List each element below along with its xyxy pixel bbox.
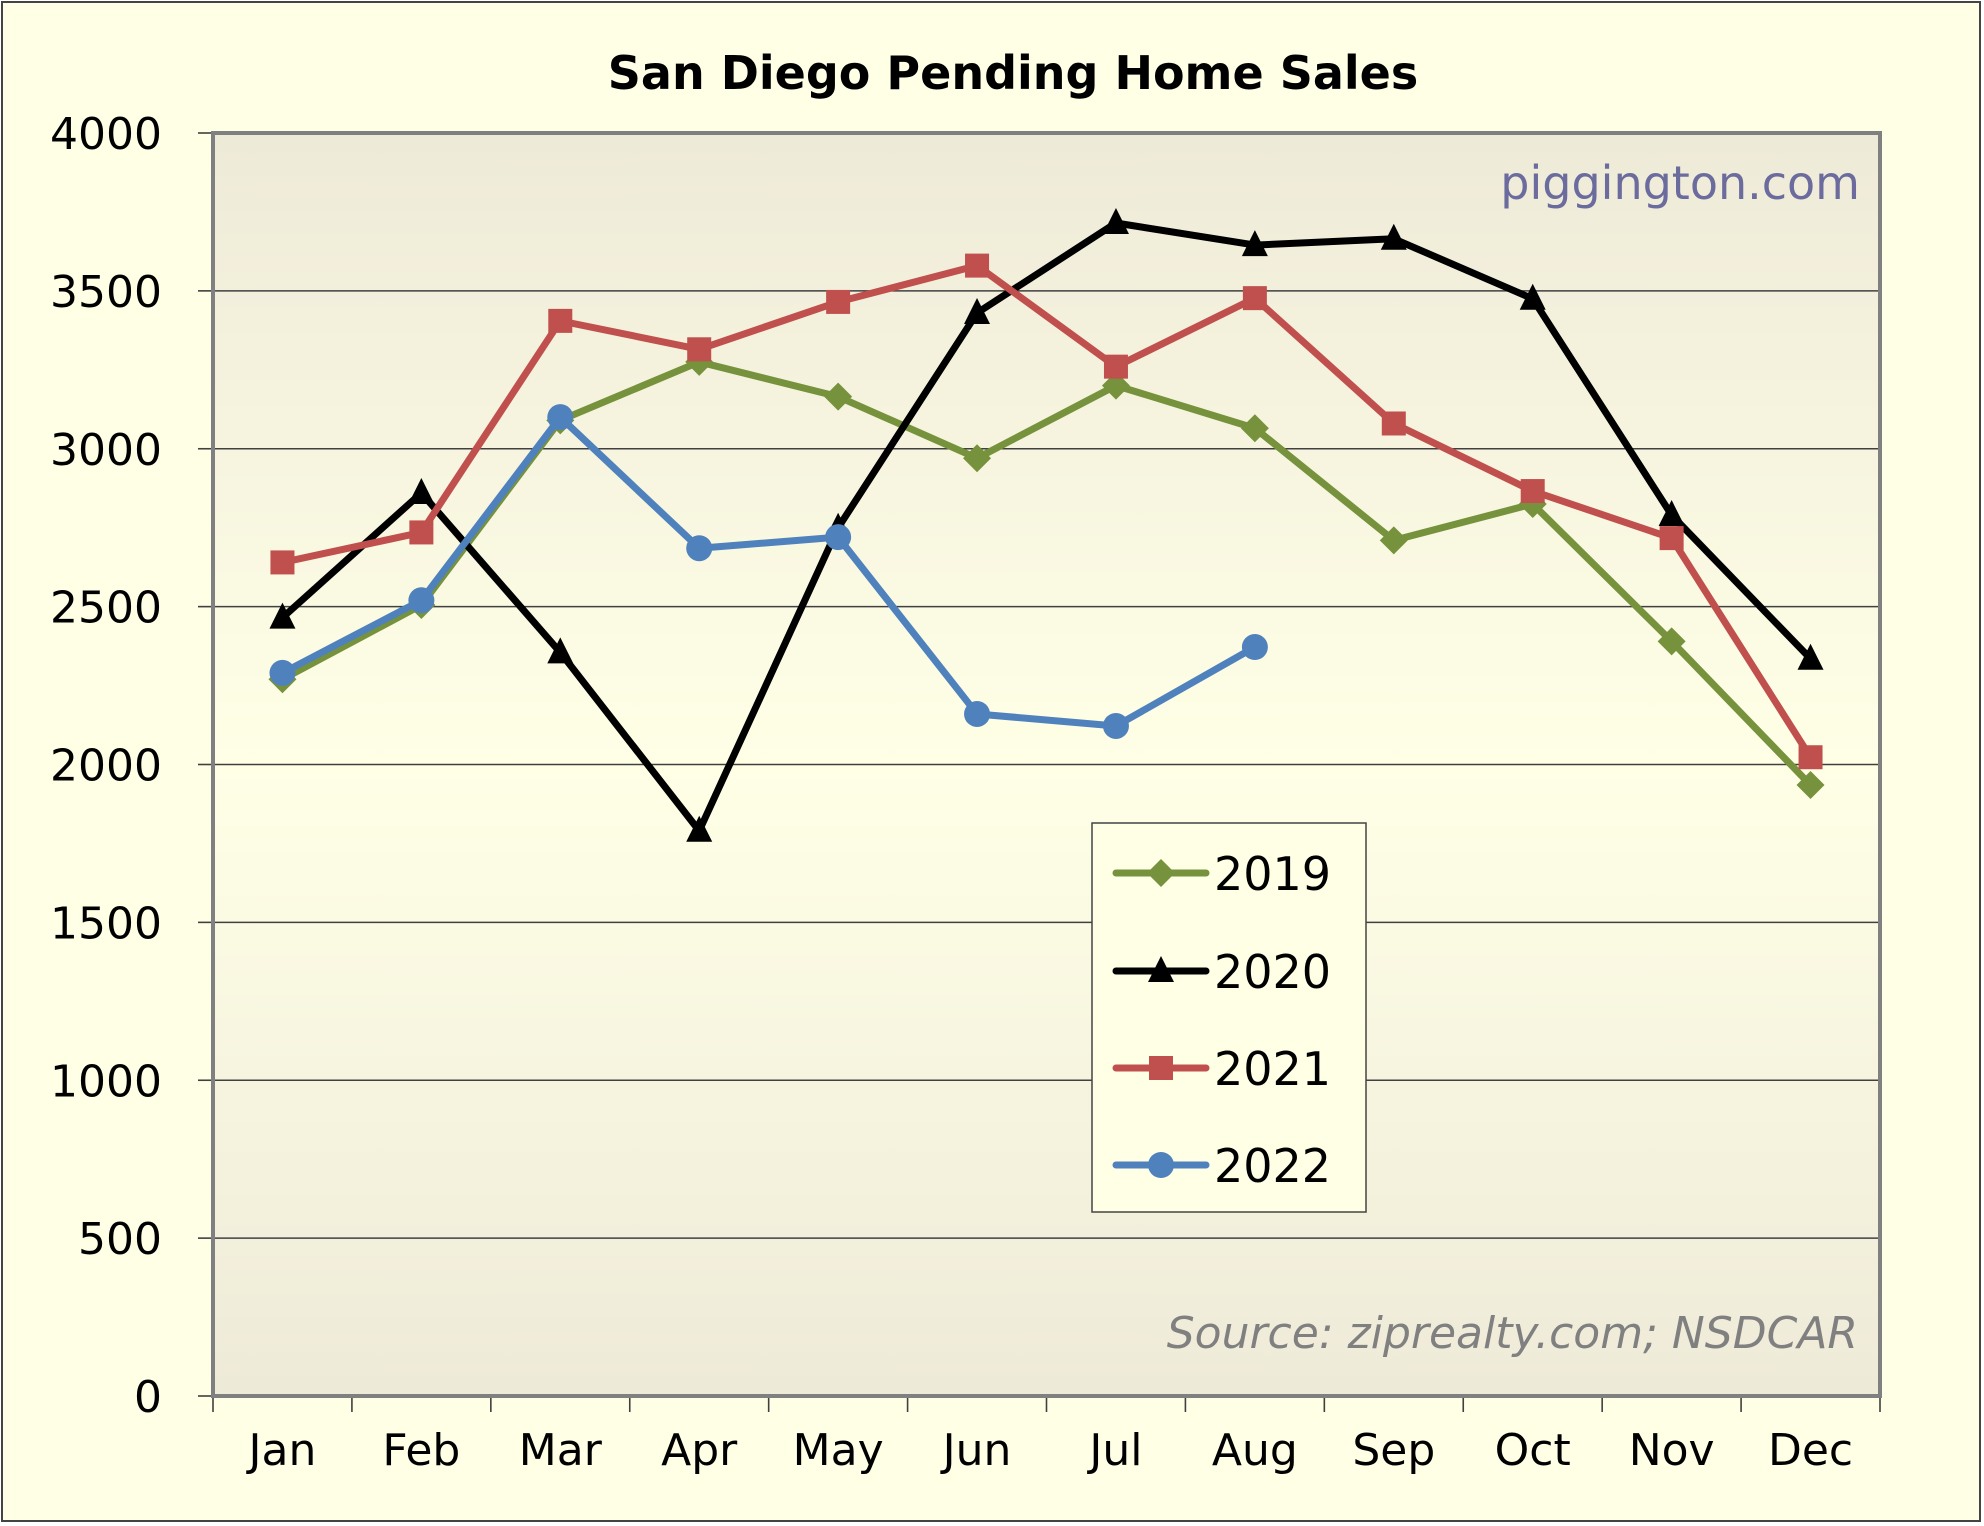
data-point-2020 [1380,223,1407,250]
data-point-2021 [826,289,851,314]
data-point-2021 [1381,411,1406,436]
y-tick-label: 0 [134,1372,162,1423]
x-tick-label: Feb [382,1425,460,1476]
series-line-2021 [278,262,1815,761]
x-tick-label: Jul [1086,1425,1142,1476]
legend-label: 2019 [1214,847,1331,901]
data-point-2022 [1241,634,1268,661]
data-point-2020 [269,602,296,629]
data-point-2021 [1242,286,1267,311]
data-point-2022 [1102,712,1129,739]
data-point-2021 [1103,354,1128,379]
x-tick-label: Mar [519,1425,603,1476]
y-axis: 0 500 1000 1500 2000 2500 3000 3500 4000 [50,109,213,1423]
x-tick-label: Nov [1629,1425,1715,1476]
legend-item-2022: 2022 [1112,1139,1331,1193]
data-point-2021 [1659,526,1684,551]
data-point-2019 [1240,414,1269,443]
data-point-2020 [964,297,991,324]
data-point-2022 [825,524,852,551]
source-text: Source: ziprealty.com; NSDCAR [1167,1308,1858,1359]
data-point-2020 [1797,643,1824,670]
y-tick-label: 500 [78,1214,162,1265]
x-tick-label: Dec [1768,1425,1853,1476]
x-tick-label: Jun [940,1425,1012,1476]
chart-title: San Diego Pending Home Sales [608,46,1418,100]
plot-frame [211,131,1882,1398]
data-point-2022 [408,587,435,614]
data-point-2022 [547,404,574,431]
watermark-text: piggington.com [1500,156,1860,210]
x-tick-label: Jan [246,1425,317,1476]
series-2020 [269,207,1824,842]
y-tick-label: 2500 [50,583,162,634]
data-point-2020 [686,815,713,842]
data-point-2021 [548,308,573,333]
legend-marker-circle-icon [1148,1152,1174,1178]
y-tick-label: 1500 [50,898,162,949]
data-point-2019 [1379,526,1408,555]
data-point-2019 [1796,771,1825,800]
data-point-2021 [965,253,990,278]
y-tick-label: 1000 [50,1056,162,1107]
x-tick-label: Aug [1212,1425,1298,1476]
data-point-2021 [1520,479,1545,504]
data-point-2021 [1798,745,1823,770]
data-point-2019 [1657,627,1686,656]
data-point-2020 [1658,500,1685,527]
data-point-2019 [824,382,853,411]
data-point-2020 [1519,283,1546,310]
legend-label: 2020 [1214,945,1331,999]
legend-marker-triangle-icon [1148,956,1174,982]
data-point-2020 [547,637,574,664]
series-line-2020 [278,219,1815,835]
y-tick-label: 3500 [50,267,162,318]
legend-marker-diamond-icon [1147,859,1175,887]
legend: 2019 2020 2021 2022 [1091,822,1367,1213]
series-2022 [269,404,1268,739]
data-point-2020 [1241,230,1268,257]
data-point-2020 [1102,207,1129,234]
series-layer [268,207,1825,842]
legend-label: 2022 [1214,1139,1331,1193]
series-line-2022 [278,413,1259,730]
y-tick-label: 2000 [50,741,162,792]
data-point-2022 [964,700,991,727]
data-point-2021 [270,550,295,575]
y-tick-label: 4000 [50,109,162,160]
data-point-2022 [269,659,296,686]
y-tick-label: 3000 [50,425,162,476]
data-point-2022 [686,535,713,562]
legend-item-2020: 2020 [1112,945,1331,999]
data-point-2020 [408,477,435,504]
x-tick-label: Oct [1495,1425,1571,1476]
gridlines [213,290,1880,1239]
data-point-2019 [963,444,992,473]
series-2021 [270,253,1823,770]
x-tick-label: Apr [661,1425,738,1476]
data-point-2021 [409,520,434,545]
x-tick-label: May [793,1425,884,1476]
data-point-2021 [687,337,712,362]
legend-box [1091,822,1367,1213]
legend-label: 2021 [1214,1042,1331,1096]
x-axis: Jan Feb Mar Apr May Jun Jul Aug Sep Oct Nov Dec [212,1396,1881,1476]
legend-marker-square-icon [1149,1056,1173,1080]
legend-item-2021: 2021 [1112,1042,1331,1096]
legend-item-2019: 2019 [1112,847,1331,901]
x-tick-label: Sep [1352,1425,1435,1476]
